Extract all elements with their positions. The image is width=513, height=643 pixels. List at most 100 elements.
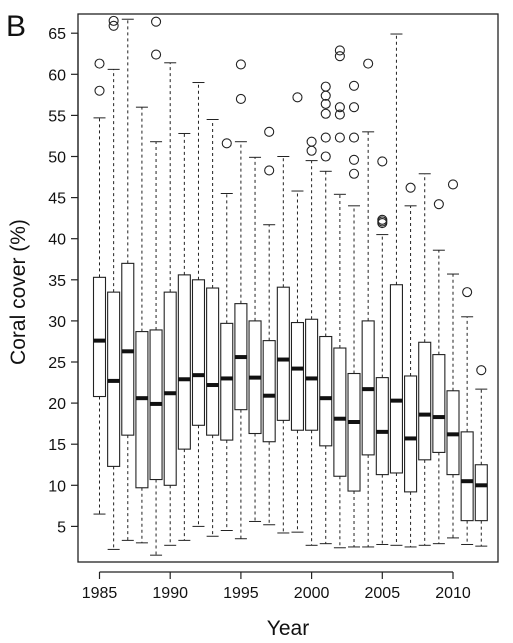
box-2004 <box>361 58 375 548</box>
box-1988 <box>135 106 149 544</box>
box-2011 <box>460 287 474 545</box>
x-tick-label-2005: 2005 <box>365 585 401 602</box>
iqr-box-1997 <box>262 340 276 443</box>
box-2005 <box>375 156 389 545</box>
x-tick-label-1995: 1995 <box>223 585 259 602</box>
y-tick-label-35: 35 <box>48 273 66 290</box>
outlier-2003-0 <box>348 168 360 179</box>
panel-label: B <box>6 10 26 43</box>
outlier-2001-2 <box>320 108 331 119</box>
box-1994 <box>220 138 234 532</box>
box-2006 <box>389 33 403 546</box>
x-tick-label-1990: 1990 <box>152 585 188 602</box>
boxes-group <box>92 15 488 556</box>
iqr-box-2001 <box>319 335 333 447</box>
y-tick-label-50: 50 <box>48 150 66 167</box>
y-tick-label-5: 5 <box>57 519 66 536</box>
box-1989 <box>149 16 163 556</box>
y-tick-label-45: 45 <box>48 191 66 208</box>
box-1998 <box>276 156 290 534</box>
y-tick-label-30: 30 <box>48 314 66 331</box>
iqr-box-2012 <box>474 464 488 522</box>
box-1999 <box>290 92 305 533</box>
outlier-2004-0 <box>363 58 374 69</box>
outlier-2003-4 <box>348 80 360 91</box>
outlier-2002-1 <box>334 109 345 120</box>
outlier-2002-4 <box>334 45 345 56</box>
box-2012 <box>474 365 488 547</box>
outlier-1997-0 <box>264 165 275 176</box>
outlier-1985-1 <box>94 58 105 69</box>
outlier-1985-0 <box>94 85 105 96</box>
outlier-2001-1 <box>320 132 331 143</box>
x-tick-label-2000: 2000 <box>294 585 330 602</box>
y-tick-label-60: 60 <box>48 67 66 84</box>
iqr-box-2011 <box>460 431 474 522</box>
outlier-2002-0 <box>334 132 345 143</box>
x-tick-label-1985: 1985 <box>82 585 118 602</box>
iqr-box-1991 <box>177 274 191 450</box>
box-2009 <box>432 199 446 545</box>
iqr-box-1990 <box>163 291 177 486</box>
box-1996 <box>248 156 262 522</box>
box-2000 <box>305 136 319 546</box>
y-tick-label-55: 55 <box>48 108 66 125</box>
iqr-box-2002 <box>333 347 347 477</box>
iqr-box-1999 <box>290 321 305 431</box>
outlier-2001-5 <box>320 81 331 92</box>
box-2001 <box>319 81 333 545</box>
x-tick-label-2010: 2010 <box>435 585 471 602</box>
outlier-1989-0 <box>151 49 162 60</box>
iqr-box-1998 <box>276 286 290 421</box>
outlier-2003-1 <box>348 154 360 165</box>
iqr-box-2003 <box>347 372 361 492</box>
box-1991 <box>177 132 191 541</box>
box-2003 <box>347 80 361 548</box>
y-tick-label-15: 15 <box>48 437 66 454</box>
box-1992 <box>191 82 206 527</box>
iqr-box-2000 <box>305 318 319 431</box>
outlier-1999-0 <box>292 92 303 103</box>
outlier-1995-1 <box>235 59 246 70</box>
box-1997 <box>262 126 276 526</box>
outlier-2005-2 <box>377 214 388 225</box>
outlier-1986-1 <box>108 15 119 26</box>
box-2002 <box>333 45 347 549</box>
box-1990 <box>163 62 177 546</box>
box-1986 <box>107 15 121 550</box>
box-2008 <box>418 173 432 546</box>
box-1985 <box>92 58 107 515</box>
y-tick-label-10: 10 <box>48 478 66 495</box>
y-axis: 5 10 15 20 25 30 35 40 45 50 55 60 65 <box>48 26 79 536</box>
y-tick-label-25: 25 <box>48 355 66 372</box>
iqr-box-2009 <box>432 354 446 453</box>
outlier-2007-0 <box>405 182 416 193</box>
box-1995 <box>234 59 248 540</box>
outlier-1994-0 <box>221 138 232 149</box>
outlier-2003-3 <box>348 102 360 113</box>
outlier-1995-0 <box>235 93 246 105</box>
iqr-box-1985 <box>92 276 107 398</box>
iqr-box-2005 <box>375 377 389 476</box>
iqr-box-1988 <box>135 331 149 489</box>
iqr-box-2006 <box>389 284 403 474</box>
iqr-box-1992 <box>191 279 206 426</box>
outlier-2003-2 <box>348 132 360 143</box>
y-axis-title: Coral cover (%) <box>7 219 30 365</box>
outlier-2011-0 <box>462 287 473 298</box>
box-2007 <box>404 182 418 548</box>
y-tick-label-40: 40 <box>48 232 66 249</box>
outlier-1989-1 <box>151 16 162 27</box>
outlier-2012-0 <box>476 365 487 376</box>
outlier-2001-4 <box>320 90 331 101</box>
x-axis-title: Year <box>267 617 309 640</box>
outlier-2002-2 <box>334 102 345 113</box>
y-tick-label-65: 65 <box>48 26 66 43</box>
outlier-2005-3 <box>377 156 388 167</box>
iqr-box-2008 <box>418 341 432 461</box>
x-axis: 1985 1990 1995 2000 2005 2010 <box>82 571 471 602</box>
box-2010 <box>446 179 460 539</box>
box-1993 <box>206 119 220 537</box>
outlier-2002-3 <box>334 51 345 62</box>
